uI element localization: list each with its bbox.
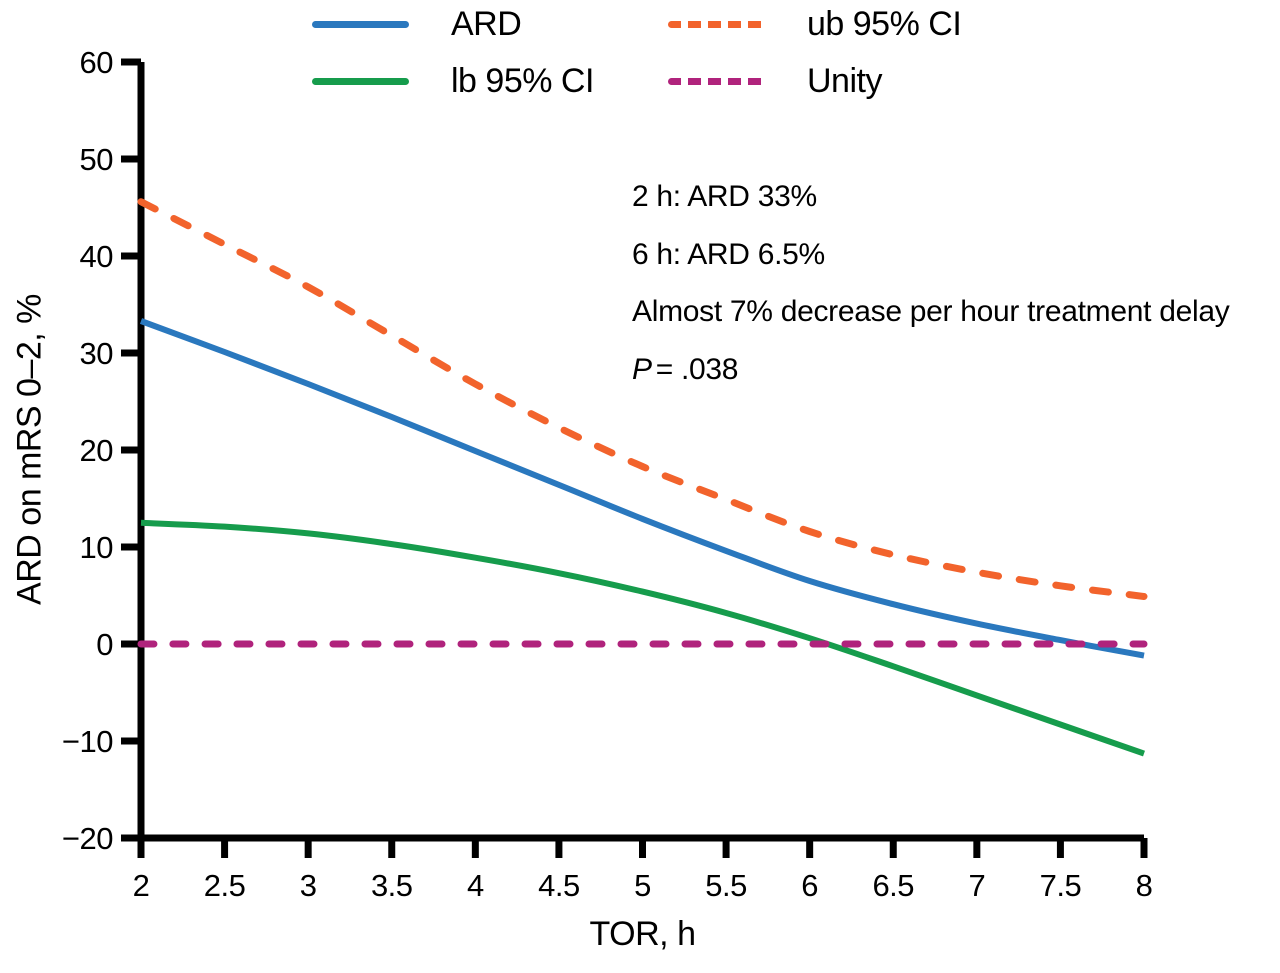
annotation-ard-6h: 6 h: ARD 6.5%: [632, 237, 825, 271]
x-axis-tick-label: 5.5: [705, 868, 747, 903]
y-axis-tick-label: 20: [80, 433, 114, 468]
y-axis-tick-label: −10: [62, 724, 113, 759]
series-line-ub-95-ci: [137, 198, 1148, 600]
annotation-decrease-per-hour: Almost 7% decrease per hour treatment de…: [632, 295, 1230, 328]
x-axis-tick-label: 8: [1136, 868, 1153, 903]
series-line-ard: [139, 318, 1145, 659]
legend-label-ard: ARD: [451, 5, 522, 43]
p-value-number: = .038: [655, 352, 739, 386]
legend-swatch-ard-line: [312, 20, 409, 28]
x-axis-tick-label: 6: [801, 868, 818, 903]
legend-item-unity: Unity: [668, 62, 882, 100]
y-axis-tick-label: 10: [80, 530, 114, 565]
x-axis-tick-label: 5: [634, 868, 651, 903]
legend-item-ard: ARD: [312, 5, 522, 43]
y-axis-tick-label: 50: [80, 142, 114, 177]
x-axis-tick-label: 3: [300, 868, 317, 903]
x-axis-tick-label: 2: [133, 868, 150, 903]
x-axis-tick-label: 4.5: [538, 868, 580, 903]
legend-item-lb95ci: lb 95% CI: [312, 62, 594, 100]
x-axis-tick-label: 4: [467, 868, 484, 903]
legend-swatch-ub95ci-line: [668, 20, 765, 28]
x-axis-tick-label: 7.5: [1040, 868, 1082, 903]
legend-label-unity: Unity: [807, 62, 882, 100]
legend-swatch-unity-line: [668, 77, 765, 85]
x-axis-title: TOR, h: [589, 915, 696, 953]
legend-swatch-lb95ci-line: [312, 77, 409, 85]
legend-label-lb95ci: lb 95% CI: [451, 62, 594, 100]
annotation-p-value: P = .038: [632, 341, 1229, 399]
annotation-block: 2 h: ARD 33% 6 h: ARD 6.5% Almost 7% dec…: [632, 168, 1230, 399]
y-axis-tick-label: 60: [80, 45, 114, 80]
annotation-ard-2h: 2 h: ARD 33%: [632, 180, 817, 213]
x-axis-tick-label: 2.5: [204, 868, 246, 903]
legend-item-ub95ci: ub 95% CI: [668, 5, 962, 43]
y-axis-tick-label: 40: [80, 239, 114, 274]
p-value-symbol: P: [632, 352, 652, 386]
legend-label-ub95ci: ub 95% CI: [807, 5, 962, 43]
y-axis-tick-label: 30: [80, 336, 114, 371]
y-axis-tick-label: 0: [96, 627, 113, 662]
x-axis-tick-label: 3.5: [371, 868, 413, 903]
y-axis-title: ARD on mRS 0–2, %: [10, 294, 49, 605]
x-axis-tick-label: 7: [968, 868, 985, 903]
series-line-lb-95-ci: [140, 519, 1145, 757]
x-axis-tick-label: 6.5: [872, 868, 914, 903]
y-axis-tick-label: −20: [62, 821, 113, 856]
